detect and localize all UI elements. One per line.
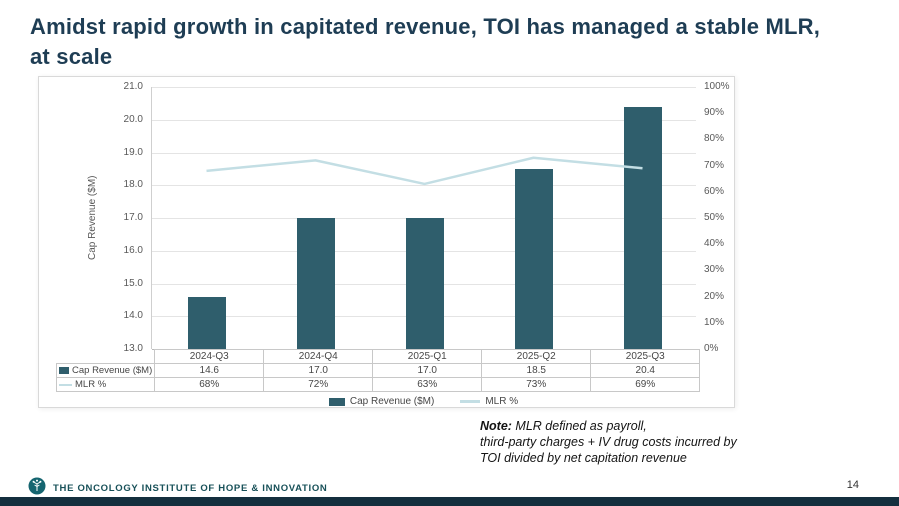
note-label: Note: xyxy=(480,419,512,433)
legend-bar-swatch xyxy=(328,397,345,406)
category-label: 2025-Q1 xyxy=(372,349,483,364)
footer-brand-text: THE ONCOLOGY INSTITUTE OF HOPE & INNOVAT… xyxy=(53,483,328,494)
left-axis-tick-label: 14.0 xyxy=(123,310,143,322)
series-value: 63% xyxy=(372,377,483,393)
series-name: MLR % xyxy=(75,379,107,391)
series-name-cell: Cap Revenue ($M) xyxy=(55,362,156,379)
category-label: 2024-Q4 xyxy=(263,349,374,364)
legend-label: MLR % xyxy=(485,396,519,407)
table-series-row: Cap Revenue ($M) 14.6 17.0 17.0 18.5 20.4 xyxy=(55,362,701,379)
legend-item: MLR % xyxy=(460,396,518,407)
chart: Cap Revenue ($M) 21.0 20.0 19.0 18.0 17.0 16.… xyxy=(38,76,735,408)
right-axis-tick-label: 40% xyxy=(704,238,725,250)
left-axis-tick-label: 21.0 xyxy=(123,81,143,92)
left-axis-tick-label: 19.0 xyxy=(123,146,143,158)
category-label: 2024-Q3 xyxy=(154,349,265,364)
category-label: 2025-Q3 xyxy=(590,349,701,364)
mlr-line-layer xyxy=(206,156,643,186)
note-text: MLR defined as payroll, xyxy=(511,419,647,433)
toi-tree-logo-icon xyxy=(28,477,46,500)
title-line-1: Amidst rapid growth in capitated revenue… xyxy=(30,14,821,39)
series-name: Cap Revenue ($M) xyxy=(72,365,153,376)
right-axis-tick-label: 80% xyxy=(704,133,725,145)
right-axis-tick-label: 20% xyxy=(704,290,725,302)
category-label: 2025-Q2 xyxy=(481,349,592,364)
right-axis-tick-label: 60% xyxy=(704,185,725,197)
chart-data-table: 2024-Q3 2024-Q4 2025-Q1 2025-Q2 2025-Q3 Cap R… xyxy=(55,349,701,393)
bar-2025-Q3 xyxy=(623,106,662,349)
series-value: 72% xyxy=(263,377,374,393)
gridline xyxy=(152,185,696,187)
line-legend-key-icon xyxy=(59,383,72,386)
right-axis-tick-label: 10% xyxy=(704,316,725,328)
bar-2024-Q4 xyxy=(296,218,335,349)
left-axis-tick-label: 17.0 xyxy=(123,212,143,223)
left-axis-tick-label: 16.0 xyxy=(123,244,143,256)
series-value: 73% xyxy=(481,377,592,393)
series-value: 17.0 xyxy=(263,362,374,379)
right-axis-tick-label: 30% xyxy=(704,264,725,276)
gridline xyxy=(152,152,696,154)
series-value: 17.0 xyxy=(372,362,483,379)
note: Note: MLR defined as payroll, third-part… xyxy=(480,418,780,466)
right-axis-tick-label: 90% xyxy=(704,107,725,119)
series-value: 68% xyxy=(154,377,265,393)
bar-2025-Q1 xyxy=(405,218,444,349)
left-axis-labels: 21.0 20.0 19.0 18.0 17.0 16.0 15.0 14.0 13.0 xyxy=(103,81,147,354)
note-line: third-party charges + IV drug costs incu… xyxy=(480,435,737,449)
table-corner-cell xyxy=(57,350,155,364)
page-number: 14 xyxy=(846,479,859,491)
right-axis-labels: 100% 90% 80% 70% 60% 50% 40% 30% 20% 10% 0% xyxy=(702,81,736,354)
mlr-line xyxy=(206,156,643,186)
note-line: TOI divided by net capitation revenue xyxy=(480,451,687,465)
right-axis-tick-label: 100% xyxy=(704,81,730,92)
legend-line-swatch xyxy=(460,400,481,403)
series-value: 69% xyxy=(590,377,701,393)
right-axis-tick-label: 50% xyxy=(704,212,725,223)
bar-legend-key-icon xyxy=(59,367,69,374)
bar-2024-Q3 xyxy=(187,296,226,349)
slide-title: Amidst rapid growth in capitated revenue… xyxy=(30,12,890,72)
left-axis-tick-label: 18.0 xyxy=(123,179,143,191)
legend-label: Cap Revenue ($M) xyxy=(349,396,435,407)
bar-2025-Q2 xyxy=(514,168,553,349)
gridline xyxy=(152,87,696,88)
table-category-row: 2024-Q3 2024-Q4 2025-Q1 2025-Q2 2025-Q3 xyxy=(57,349,701,364)
series-value: 14.6 xyxy=(154,362,265,379)
left-axis-tick-label: 13.0 xyxy=(123,343,143,354)
gridline xyxy=(152,119,696,121)
right-axis-tick-label: 0% xyxy=(704,343,719,354)
footer-bar xyxy=(0,497,899,506)
table-series-row: MLR % 68% 72% 63% 73% 69% xyxy=(55,377,701,393)
title-line-2: at scale xyxy=(30,44,113,69)
left-axis-tick-label: 15.0 xyxy=(123,277,143,289)
note-line: Note: MLR defined as payroll, xyxy=(480,418,780,434)
plot-area xyxy=(151,87,696,350)
footer-brand-block: THE ONCOLOGY INSTITUTE OF HOPE & INNOVAT… xyxy=(28,477,327,500)
series-value: 20.4 xyxy=(590,362,701,379)
left-axis-tick-label: 20.0 xyxy=(123,113,143,125)
series-value: 18.5 xyxy=(481,362,592,379)
chart-legend: Cap Revenue ($M) MLR % xyxy=(151,396,696,407)
series-name-cell: MLR % xyxy=(55,377,156,393)
y-axis-title: Cap Revenue ($M) xyxy=(87,175,98,261)
legend-item: Cap Revenue ($M) xyxy=(328,396,435,407)
right-axis-tick-label: 70% xyxy=(704,159,725,171)
